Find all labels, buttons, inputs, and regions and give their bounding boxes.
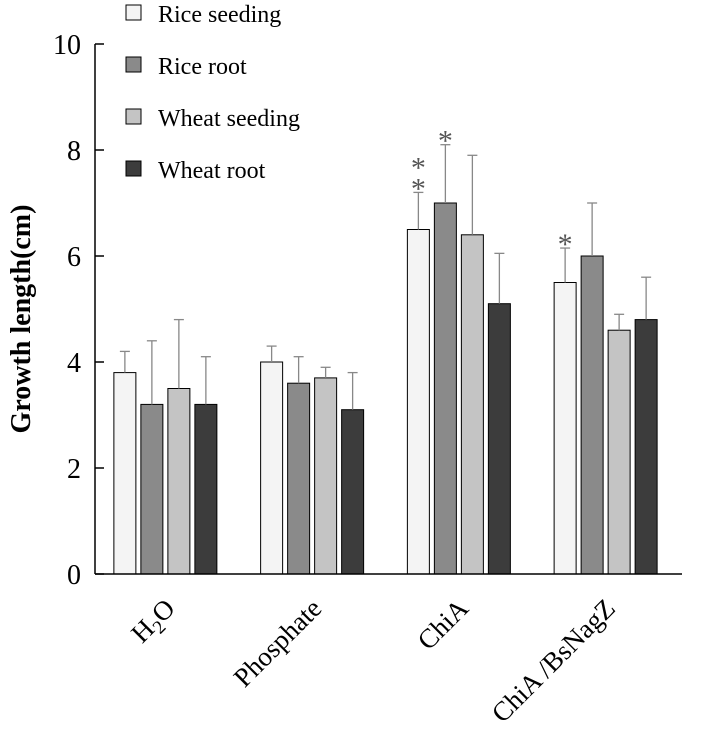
legend-swatch xyxy=(125,108,142,125)
y-axis-title: Growth length(cm) xyxy=(6,205,37,434)
category-label-text: Phosphate xyxy=(228,593,328,693)
legend-swatch xyxy=(125,56,142,73)
y-tick-label: 2 xyxy=(67,454,81,485)
y-tick-label: 4 xyxy=(67,348,81,379)
bar xyxy=(406,229,430,575)
legend-swatch xyxy=(125,160,142,177)
legend-swatch xyxy=(125,4,142,21)
y-tick-label: 0 xyxy=(67,560,81,591)
bar xyxy=(113,372,137,575)
category-label-text: ChiA /BsNagZ xyxy=(486,593,621,728)
bar xyxy=(607,329,631,575)
bar xyxy=(487,303,511,575)
significance-mark: * xyxy=(411,151,426,184)
y-tick-label: 6 xyxy=(67,242,81,273)
bar xyxy=(287,382,311,575)
bar xyxy=(194,403,218,575)
category-label: ChiA /BsNagZ xyxy=(486,593,621,728)
bar xyxy=(433,202,457,575)
significance-mark: * xyxy=(558,228,573,261)
bar xyxy=(634,319,658,575)
bar xyxy=(341,409,365,575)
bar xyxy=(260,361,284,575)
significance-mark: * xyxy=(438,125,453,158)
legend-label: Rice root xyxy=(158,54,247,80)
bar xyxy=(314,377,338,575)
category-label-text: ChiA xyxy=(412,593,475,656)
significance-mark: * xyxy=(411,172,426,205)
bar xyxy=(553,282,577,575)
bar xyxy=(460,234,484,575)
legend-label: Wheat seeding xyxy=(158,106,300,132)
bar xyxy=(167,388,191,575)
y-tick-label: 10 xyxy=(53,30,81,61)
bar xyxy=(580,255,604,575)
category-label: ChiA xyxy=(412,593,475,656)
category-label: H2O xyxy=(125,593,184,652)
y-tick-label: 8 xyxy=(67,136,81,167)
legend-label: Rice seeding xyxy=(158,2,281,28)
legend-label: Wheat root xyxy=(158,158,266,184)
bar xyxy=(140,403,164,575)
category-label: Phosphate xyxy=(228,593,328,693)
